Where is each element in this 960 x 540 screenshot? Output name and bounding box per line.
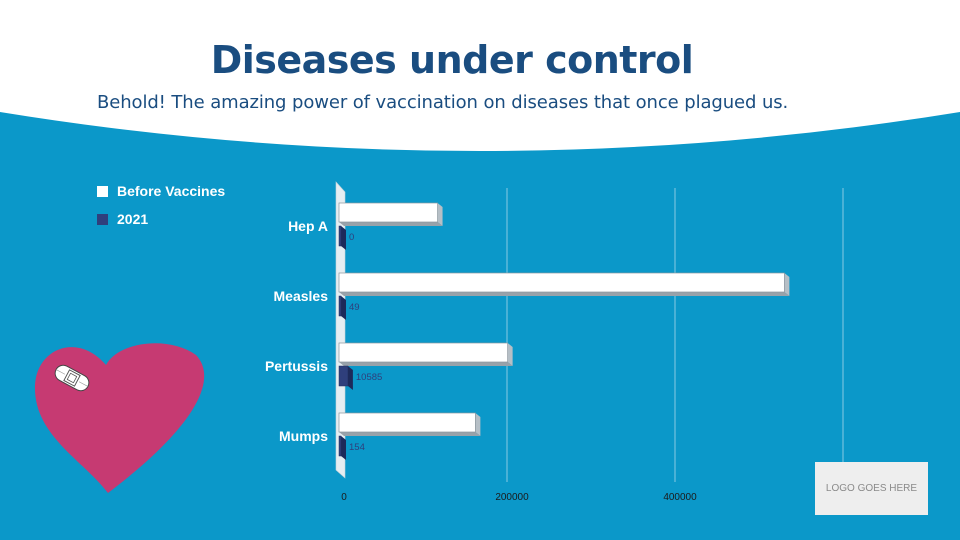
legend-swatch-2021 [97, 213, 108, 225]
data-label: 49 [349, 302, 360, 313]
bar-2021 [338, 225, 342, 247]
x-tick-label: 0 [341, 492, 347, 503]
page-subtitle: Behold! The amazing power of vaccination… [97, 92, 789, 113]
x-tick-label: 400000 [663, 492, 697, 503]
bar-before-bottom [339, 222, 443, 226]
logo-placeholder: LOGO GOES HERE [815, 462, 928, 515]
data-label: 10585 [356, 372, 382, 383]
bar-2021 [338, 295, 342, 317]
bar-before-bottom [339, 362, 513, 366]
bar-2021-side [347, 366, 353, 390]
legend-item-2021: 2021 [97, 209, 225, 229]
bar-2021-side [341, 296, 346, 320]
category-label: Pertussis [265, 358, 328, 374]
bar-before-side [784, 273, 790, 296]
bar-2021-side [341, 436, 346, 460]
data-label: 154 [349, 442, 365, 453]
bar-before [338, 342, 508, 363]
legend-swatch-before [97, 185, 108, 197]
bar-before [338, 412, 476, 433]
page-title: Diseases under control [210, 38, 694, 82]
bar-before-bottom [339, 292, 790, 296]
bandage-icon [54, 364, 90, 392]
bar-before [338, 272, 785, 293]
bar-2021 [338, 435, 342, 457]
x-tick-label: 200000 [495, 492, 529, 503]
bar-before-bottom [339, 432, 481, 436]
data-label: 0 [349, 232, 354, 243]
bar-before-side [437, 203, 443, 226]
chart-legend: Before Vaccines 2021 [97, 181, 225, 237]
axis-wall [335, 181, 346, 479]
category-label: Mumps [279, 428, 328, 444]
legend-label-2021: 2021 [117, 211, 149, 227]
category-label: Hep A [288, 218, 328, 234]
bar-2021-side [341, 226, 346, 250]
bar-2021 [338, 365, 349, 387]
category-label: Measles [274, 288, 329, 304]
legend-item-before: Before Vaccines [97, 181, 225, 201]
legend-label-before: Before Vaccines [117, 183, 226, 199]
bar-before [338, 202, 438, 223]
heart-icon [34, 343, 205, 493]
bar-before-side [475, 413, 481, 436]
bar-before-side [507, 343, 513, 366]
